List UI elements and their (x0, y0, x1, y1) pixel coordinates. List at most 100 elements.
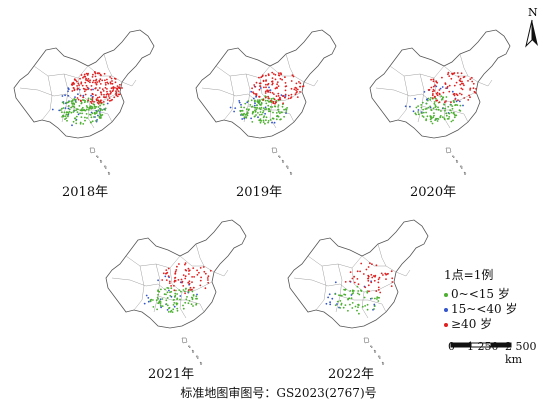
year-label: 2019年 (236, 185, 283, 200)
case-point-green (366, 303, 369, 306)
case-point-green (366, 308, 369, 311)
case-point-red (162, 272, 165, 275)
case-point-green (448, 112, 451, 115)
case-point-red (97, 72, 99, 74)
case-point-red (356, 278, 359, 280)
case-point-red (292, 75, 295, 78)
case-point-blue (97, 114, 99, 117)
case-point-green (159, 301, 162, 303)
case-point-red (262, 80, 265, 83)
case-point-green (262, 111, 264, 114)
case-point-green (264, 108, 266, 111)
case-point-red (457, 75, 460, 78)
case-point-green (241, 110, 244, 112)
case-point-green (281, 105, 284, 108)
case-point-green (427, 97, 430, 100)
case-point-green (73, 106, 76, 109)
case-point-blue (328, 293, 331, 296)
case-point-red (78, 84, 80, 86)
case-point-blue (404, 105, 407, 108)
case-point-red (106, 78, 108, 81)
case-point-red (472, 82, 475, 85)
case-point-green (283, 115, 285, 118)
south-sea-island (191, 349, 195, 354)
case-point-green (191, 297, 194, 299)
case-point-green (192, 294, 195, 297)
case-point-red (279, 98, 282, 101)
case-point-red (469, 78, 472, 80)
case-point-red (432, 97, 434, 99)
scale-label-2: 2 500 km (505, 340, 537, 366)
case-point-red (456, 72, 459, 74)
case-point-blue (58, 109, 61, 112)
case-point-red (367, 277, 370, 280)
case-point-green (452, 119, 454, 122)
case-point-red (81, 84, 84, 87)
case-point-red (272, 73, 275, 75)
case-point-red (265, 86, 267, 89)
case-point-green (264, 122, 266, 125)
case-point-red (360, 262, 363, 265)
case-point-red (72, 83, 75, 85)
case-point-red (377, 286, 380, 289)
case-point-red (85, 84, 88, 87)
case-point-green (94, 107, 96, 110)
case-point-green (357, 290, 360, 292)
case-point-red (271, 80, 274, 83)
case-point-red (206, 277, 209, 279)
case-point-green (351, 289, 354, 292)
case-point-red (269, 91, 272, 94)
case-point-green (71, 99, 74, 102)
case-point-green (343, 288, 345, 291)
case-point-green (179, 298, 181, 301)
province-boundary (153, 263, 161, 313)
case-point-green (334, 293, 337, 295)
case-point-green (166, 291, 169, 294)
case-point-red (459, 77, 462, 80)
case-point-red (272, 100, 275, 103)
case-point-green (425, 118, 428, 120)
case-point-green (255, 108, 258, 111)
case-point-red (467, 80, 469, 82)
case-point-red (119, 83, 121, 86)
north-arrow: N (520, 6, 544, 50)
case-point-red (94, 94, 97, 97)
case-point-green (98, 116, 101, 118)
case-point-green (176, 307, 179, 310)
north-label: N (528, 6, 538, 19)
case-point-green (256, 100, 259, 103)
case-point-red (83, 73, 86, 76)
case-point-red (375, 264, 378, 267)
scale-bar: 0 1 250 2 500 km (447, 340, 555, 366)
case-point-red (93, 101, 95, 103)
case-point-red (196, 269, 198, 272)
case-point-red (370, 281, 373, 284)
province-boundary (375, 87, 433, 103)
case-point-green (251, 105, 254, 108)
case-point-green (243, 112, 245, 115)
case-point-green (267, 107, 270, 110)
case-point-green (61, 116, 63, 118)
case-point-red (375, 290, 378, 292)
case-point-red (114, 87, 116, 89)
case-point-green (430, 120, 432, 123)
case-point-red (107, 95, 110, 97)
case-point-green (270, 98, 273, 100)
year-label: 2018年 (62, 185, 109, 200)
case-point-green (63, 111, 66, 114)
case-point-red (97, 100, 100, 102)
case-point-green (89, 114, 92, 116)
case-point-red (258, 76, 260, 79)
case-point-red (456, 94, 459, 97)
case-point-blue (439, 87, 442, 90)
case-point-red (284, 89, 287, 92)
legend-item: 0~<15 岁 (444, 287, 517, 302)
case-point-green (440, 95, 443, 98)
case-point-green (66, 114, 69, 116)
case-point-red (109, 90, 112, 92)
case-point-red (118, 87, 121, 90)
case-point-green (455, 103, 457, 106)
case-point-green (152, 299, 154, 301)
south-sea-island (373, 349, 377, 354)
case-point-red (89, 100, 92, 103)
